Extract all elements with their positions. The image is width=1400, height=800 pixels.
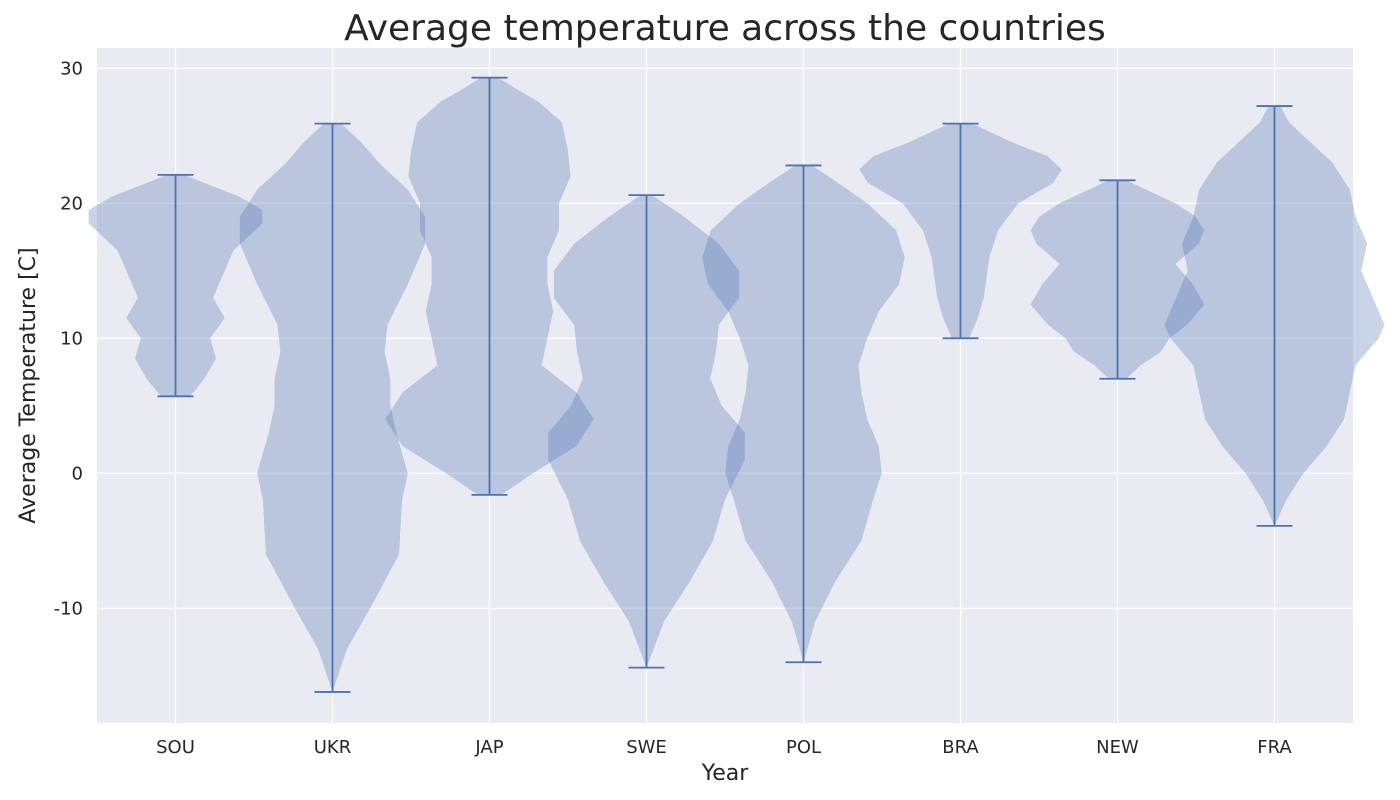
y-tick-label: -10 — [54, 598, 83, 619]
y-tick-label: 10 — [60, 328, 83, 349]
y-tick-label: 0 — [72, 463, 83, 484]
x-tick-label: SOU — [156, 737, 195, 758]
x-tick-label: BRA — [942, 737, 979, 758]
plot-area — [97, 48, 1353, 723]
x-tick-label: POL — [786, 737, 821, 758]
y-tick-labels: -10 0 10 20 30 — [54, 58, 83, 619]
x-tick-label: UKR — [314, 737, 352, 758]
x-tick-label: JAP — [474, 737, 503, 758]
chart-title: Average temperature across the countries — [344, 8, 1106, 49]
y-axis-label: Average Temperature [C] — [16, 247, 41, 523]
violin-pol — [702, 164, 905, 664]
violin-sou — [88, 173, 263, 398]
violin-fra — [1164, 105, 1385, 527]
violins — [88, 76, 1385, 693]
x-tick-label: FRA — [1257, 737, 1292, 758]
x-tick-label: NEW — [1096, 737, 1139, 758]
y-tick-label: 20 — [60, 193, 83, 214]
y-tick-label: 30 — [60, 58, 83, 79]
violin-swe — [548, 194, 745, 669]
violin-bra — [859, 122, 1062, 340]
violin-jap — [385, 76, 594, 496]
x-tick-label: SWE — [626, 737, 667, 758]
violin-ukr — [239, 122, 426, 693]
x-axis-label: Year — [701, 761, 750, 786]
violin-new — [1030, 179, 1205, 380]
x-tick-labels: SOU UKR JAP SWE POL BRA NEW FRA — [156, 737, 1292, 758]
